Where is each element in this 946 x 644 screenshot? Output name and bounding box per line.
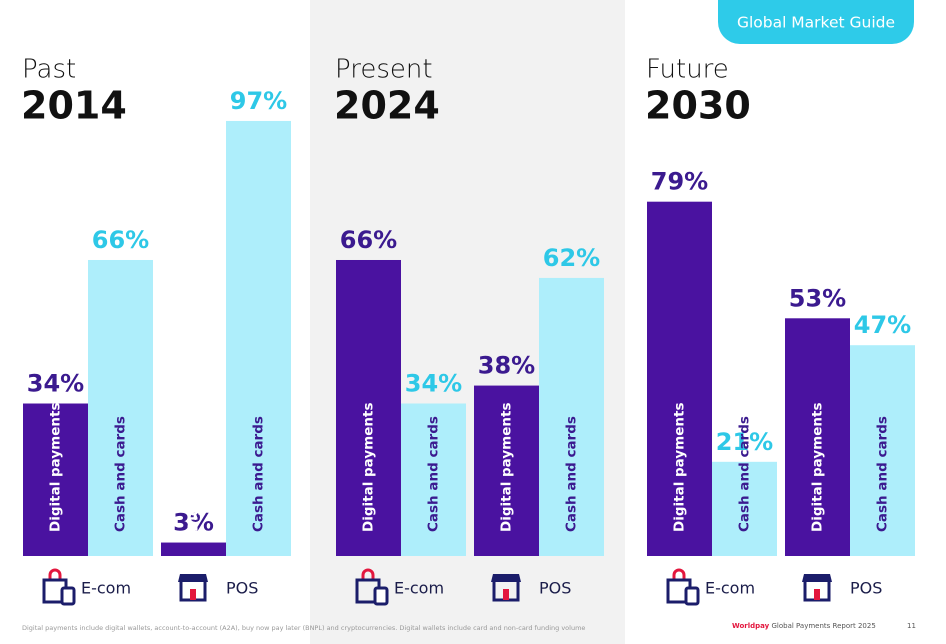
bar bbox=[88, 259, 153, 556]
store-icon bbox=[491, 574, 521, 602]
bag-icon bbox=[666, 568, 700, 606]
value-label: 62% bbox=[543, 244, 600, 272]
value-label: 53% bbox=[789, 284, 846, 312]
period-label: Present bbox=[335, 55, 433, 85]
period-label: Past bbox=[22, 55, 76, 85]
tag-bg bbox=[718, 0, 914, 44]
bar bbox=[23, 403, 88, 556]
icon-part bbox=[503, 589, 509, 600]
value-label: 66% bbox=[340, 226, 397, 254]
category-label: E-com bbox=[705, 579, 755, 598]
value-label: 47% bbox=[854, 311, 911, 339]
bar-series-name: Cash and cards bbox=[113, 416, 129, 532]
value-label: 21% bbox=[716, 428, 773, 456]
value-label: 3% bbox=[173, 509, 214, 537]
bar bbox=[785, 318, 850, 556]
store-icon bbox=[802, 574, 832, 602]
value-label: 34% bbox=[405, 370, 462, 398]
icon-part bbox=[814, 589, 820, 600]
page-number: 11 bbox=[907, 622, 916, 630]
year-title: 2024 bbox=[334, 84, 440, 128]
bar bbox=[850, 345, 915, 556]
year-title: 2014 bbox=[21, 84, 127, 128]
category-label: POS bbox=[539, 579, 571, 598]
bag-icon bbox=[42, 568, 76, 606]
value-label: 97% bbox=[230, 87, 287, 115]
icon-part bbox=[802, 574, 832, 582]
bar-series-name: Cash and cards bbox=[875, 416, 891, 532]
icon-part bbox=[672, 568, 686, 580]
bar bbox=[647, 201, 712, 556]
tag: Global Market Guide bbox=[737, 14, 895, 32]
bar-series-name: Digital payments bbox=[186, 403, 202, 533]
bar-series-name: Cash and cards bbox=[251, 416, 267, 532]
store-icon bbox=[178, 574, 208, 602]
report: Global Payments Report 2025 bbox=[771, 622, 875, 630]
icon-part bbox=[60, 586, 76, 606]
value-label: 34% bbox=[27, 370, 84, 398]
bar bbox=[712, 461, 777, 556]
icon-part bbox=[178, 574, 208, 582]
footnote: Digital payments include digital wallets… bbox=[22, 624, 585, 632]
icon-part bbox=[190, 589, 196, 600]
bar-series-name: Digital payments bbox=[361, 403, 377, 533]
bar-series-name: Digital payments bbox=[810, 403, 826, 533]
bar-series-name: Cash and cards bbox=[737, 416, 753, 532]
icon-part bbox=[48, 568, 62, 580]
value-label: 79% bbox=[651, 168, 708, 196]
bar-series-name: Cash and cards bbox=[564, 416, 580, 532]
period-label: Future bbox=[646, 55, 729, 85]
icon-part bbox=[361, 568, 375, 580]
footer: Worldpay Global Payments Report 2025 bbox=[732, 622, 876, 630]
brand: Worldpay bbox=[732, 622, 770, 630]
bar bbox=[539, 277, 604, 556]
bar bbox=[474, 385, 539, 556]
value-label: 38% bbox=[478, 352, 535, 380]
category-label: POS bbox=[226, 579, 258, 598]
bar-series-name: Digital payments bbox=[48, 403, 64, 533]
category-label: E-com bbox=[81, 579, 131, 598]
category-label: E-com bbox=[394, 579, 444, 598]
value-label: 66% bbox=[92, 226, 149, 254]
bar bbox=[226, 120, 291, 556]
bar-series-name: Digital payments bbox=[672, 403, 688, 533]
icon-part bbox=[684, 586, 700, 606]
bar bbox=[336, 259, 401, 556]
bar bbox=[401, 403, 466, 556]
category-label: POS bbox=[850, 579, 882, 598]
year-title: 2030 bbox=[645, 84, 751, 128]
bar-series-name: Digital payments bbox=[499, 403, 515, 533]
bar bbox=[161, 542, 226, 556]
icon-part bbox=[491, 574, 521, 582]
icon-part bbox=[373, 586, 389, 606]
bag-icon bbox=[355, 568, 389, 606]
bar-series-name: Cash and cards bbox=[426, 416, 442, 532]
